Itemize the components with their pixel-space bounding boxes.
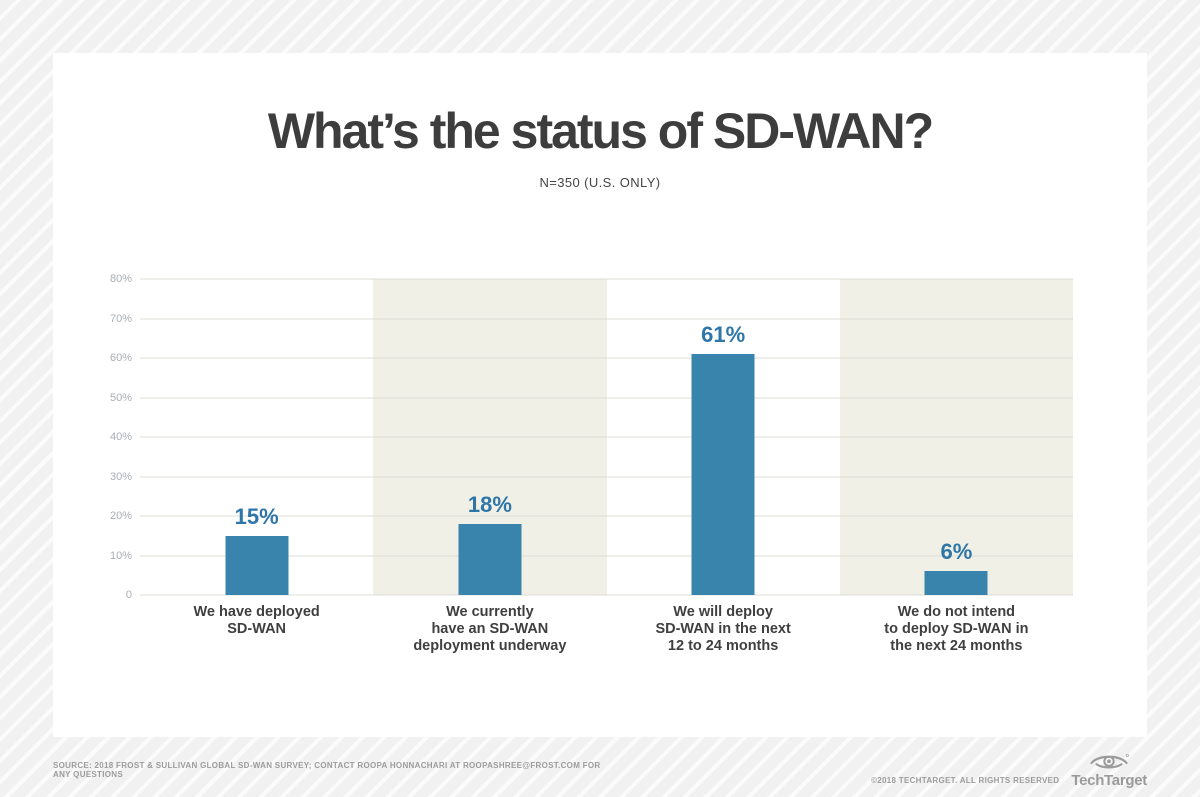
gridline — [140, 397, 1073, 398]
gridline — [140, 318, 1073, 319]
y-axis-tick-label: 80% — [109, 273, 132, 285]
category-label: We have deployed SD-WAN — [193, 604, 320, 637]
category-label: We will deploy SD-WAN in the next 12 to 24… — [655, 604, 791, 654]
y-axis-tick-label: 20% — [109, 510, 132, 522]
bar-value-label: 18% — [467, 491, 512, 517]
category-axis: We have deployed SD-WAN We currently have a… — [140, 604, 1073, 655]
y-axis-tick-label: 50% — [109, 391, 132, 404]
y-axis-tick-label: 30% — [109, 470, 132, 483]
footer-right: ©2018 TECHTARGET. ALL RIGHTS RESERVED Te… — [871, 752, 1147, 789]
techtarget-logo: TechTarget — [1071, 752, 1147, 789]
bar-column: 18% — [373, 279, 606, 595]
category-label: We currently have an SD-WAN deployment und… — [413, 604, 567, 654]
gridline — [140, 555, 1073, 556]
bar-column: 61% — [607, 279, 840, 595]
y-axis-tick-label: 40% — [109, 431, 132, 443]
bar — [225, 535, 289, 595]
y-axis-tick-label: 10% — [109, 549, 132, 562]
bar-value-label: 61% — [701, 322, 746, 348]
gridline — [140, 515, 1073, 517]
y-axis-tick-label: 0 — [125, 589, 132, 601]
category-label: We do not intend to deploy SD-WAN in the n… — [884, 604, 1029, 654]
bar-value-label: 15% — [234, 503, 279, 529]
gridline — [140, 357, 1073, 359]
bar-column: 6% — [840, 279, 1073, 595]
chart-subtitle: N=350 (U.S. ONLY) — [539, 175, 661, 190]
techtarget-wordmark: TechTarget — [1071, 771, 1147, 789]
y-axis-tick-label: 70% — [109, 312, 132, 325]
source-text: SOURCE: 2018 FROST & SULLIVAN GLOBAL SD-… — [53, 761, 601, 779]
footer: SOURCE: 2018 FROST & SULLIVAN GLOBAL SD-… — [53, 737, 1147, 797]
plot-area: 80% 70% 60% 50% 40% 30% 20% 10% 0 15% 18% 61% 6% — [110, 273, 1073, 601]
gridline — [140, 476, 1073, 477]
copyright-text: ©2018 TECHTARGET. ALL RIGHTS RESERVED — [871, 775, 1060, 785]
bar — [458, 523, 522, 595]
bar — [691, 354, 755, 595]
gridline — [140, 594, 1073, 596]
eye-icon — [1089, 752, 1130, 774]
y-axis-tick-label: 60% — [109, 352, 132, 364]
gridline — [140, 278, 1073, 280]
bar-value-label: 6% — [940, 539, 973, 565]
chart-card: What’s the status of SD-WAN? N=350 (U.S.… — [53, 53, 1147, 737]
bar — [924, 571, 988, 595]
bar-column: 15% — [140, 279, 373, 595]
gridline — [140, 436, 1073, 438]
chart-title: What’s the status of SD-WAN? — [267, 103, 934, 159]
